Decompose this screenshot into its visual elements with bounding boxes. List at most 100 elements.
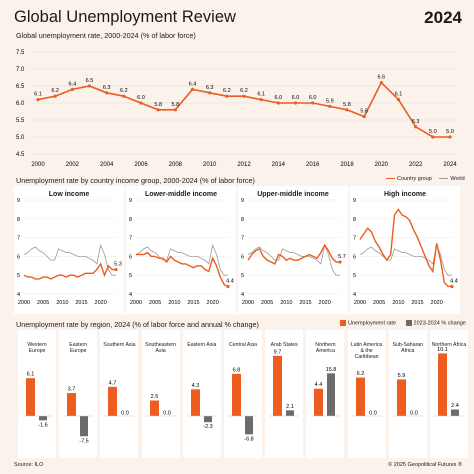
data-point <box>225 94 229 98</box>
data-label: 6.2 <box>51 88 59 94</box>
end-label: 5.7 <box>338 254 346 260</box>
income-section-title: Unemployment rate by country income grou… <box>16 176 255 185</box>
x-tick-label: 2020 <box>319 300 331 306</box>
end-point <box>114 267 118 272</box>
income-panel: Upper-middle income 4 5 6 7 8 9 2000 2005 2010 201… <box>238 186 348 314</box>
change-label: 0.0 <box>410 411 418 417</box>
rate-legend-label: Unemployment rate <box>348 320 396 327</box>
data-point <box>208 91 212 95</box>
income-panel: Low income 4 5 6 7 8 9 2000 2005 2010 2015 2020 5.3 <box>14 186 124 314</box>
end-point <box>226 284 230 289</box>
x-tick-label: 2018 <box>340 162 354 168</box>
x-tick-label: 2020 <box>431 300 443 306</box>
y-tick-label: 7.0 <box>16 67 25 73</box>
data-point <box>36 98 40 102</box>
region-panel: Latin America & the Caribbean 6.2 0.0 <box>347 330 386 458</box>
change-label: 15.8 <box>326 367 337 373</box>
data-label: 6.5 <box>86 78 94 84</box>
region-panel: Eastern Europe 3.7 -7.5 <box>59 330 98 458</box>
y-tick-label: 9 <box>353 198 356 204</box>
region-section-title: Unemployment rate by region, 2024 (% of … <box>16 320 259 329</box>
data-point <box>190 87 195 91</box>
x-tick-label: 2014 <box>272 162 286 168</box>
region-panel: Southeastern Asia 2.5 0.0 <box>141 330 180 458</box>
income-panel: High income 4 5 6 7 8 9 2000 2005 2010 2015 2020 4.4 <box>350 186 460 314</box>
y-tick-label: 9 <box>17 198 20 204</box>
data-point <box>259 98 263 102</box>
rate-label: 6.8 <box>233 367 241 373</box>
rate-label: 3.7 <box>68 387 76 393</box>
change-bar <box>39 416 47 421</box>
y-tick-label: 5 <box>241 273 244 279</box>
data-label: 6.3 <box>103 85 111 91</box>
data-label: 6.0 <box>275 95 283 101</box>
y-tick-label: 5 <box>129 273 132 279</box>
x-tick-label: 2000 <box>354 300 366 306</box>
region-bar-chart: 3.7 -7.5 <box>63 387 94 444</box>
income-panel-title: Upper-middle income <box>257 191 329 198</box>
y-tick-label: 7 <box>17 236 20 242</box>
y-tick-label: 4 <box>353 292 356 298</box>
y-tick-label: 6 <box>241 254 244 260</box>
x-tick-label: 2000 <box>31 162 45 168</box>
x-tick-label: 2020 <box>207 300 219 306</box>
x-tick-label: 2000 <box>130 300 142 306</box>
end-label: 5.3 <box>114 262 122 268</box>
data-point <box>139 101 143 105</box>
data-label: 6.0 <box>292 95 300 101</box>
region-bar-chart: 4.7 0.0 <box>104 380 135 417</box>
data-label: 5.8 <box>172 102 180 108</box>
region-name: Northern America <box>315 342 336 354</box>
rate-bar <box>26 378 35 416</box>
y-tick-label: 5 <box>353 273 356 279</box>
data-label: 6.4 <box>69 81 77 87</box>
rate-label: 10.1 <box>437 347 448 353</box>
y-tick-label: 5.5 <box>16 118 25 124</box>
data-point <box>396 98 401 102</box>
region-panel: Northern America 4.4 15.8 <box>306 330 345 458</box>
data-point <box>173 108 177 112</box>
x-tick-label: 2005 <box>37 300 49 306</box>
rate-label: 9.7 <box>274 349 282 355</box>
x-tick-label: 2010 <box>280 300 292 306</box>
region-bar-chart: 6.8 -6.8 <box>228 367 258 442</box>
region-name: Southern Asia <box>103 342 136 348</box>
data-label: 5.8 <box>154 102 162 108</box>
year-label: 2024 <box>424 8 462 27</box>
change-label: -7.5 <box>79 438 88 444</box>
data-point <box>53 94 57 98</box>
rate-label: 4.7 <box>109 380 117 386</box>
x-tick-label: 2008 <box>169 162 183 168</box>
x-tick-label: 2005 <box>149 300 161 306</box>
region-name: Western Europe <box>27 342 47 354</box>
data-point <box>293 101 298 105</box>
income-legend: Country group World <box>386 176 465 182</box>
region-name: Eastern Asia <box>187 342 217 348</box>
rate-bar <box>396 379 406 416</box>
data-point <box>379 81 383 85</box>
rate-bar <box>190 389 200 416</box>
country-group-line <box>359 208 452 288</box>
x-tick-label: 2000 <box>18 300 30 306</box>
region-bar-chart: 9.7 2.1 <box>269 349 300 417</box>
x-tick-label: 2005 <box>261 300 273 306</box>
x-tick-label: 2004 <box>100 162 114 168</box>
y-tick-label: 7 <box>129 236 132 242</box>
end-point <box>450 284 454 289</box>
x-tick-label: 2000 <box>242 300 254 306</box>
change-label: 0.0 <box>369 411 377 417</box>
rate-label: 2.5 <box>150 394 158 400</box>
rate-label: 6.1 <box>27 372 35 378</box>
change-label: 2.4 <box>451 403 459 409</box>
income-panel-chart: 4 5 6 7 8 9 2000 2005 2010 2015 2020 4.4 <box>129 198 234 306</box>
end-label: 4.4 <box>450 278 458 284</box>
data-label: 6.2 <box>223 88 231 94</box>
region-name: Northern Africa <box>431 342 467 348</box>
region-bar-chart: 6.2 0.0 <box>351 371 382 417</box>
region-name: Southeastern Asia <box>145 342 177 354</box>
change-label: -1.6 <box>38 422 47 428</box>
x-tick-label: 2012 <box>237 162 251 168</box>
y-tick-label: 6.0 <box>16 101 25 107</box>
y-tick-label: 4 <box>17 292 20 298</box>
income-panel-chart: 4 5 6 7 8 9 2000 2005 2010 2015 2020 4.4 <box>353 198 458 306</box>
